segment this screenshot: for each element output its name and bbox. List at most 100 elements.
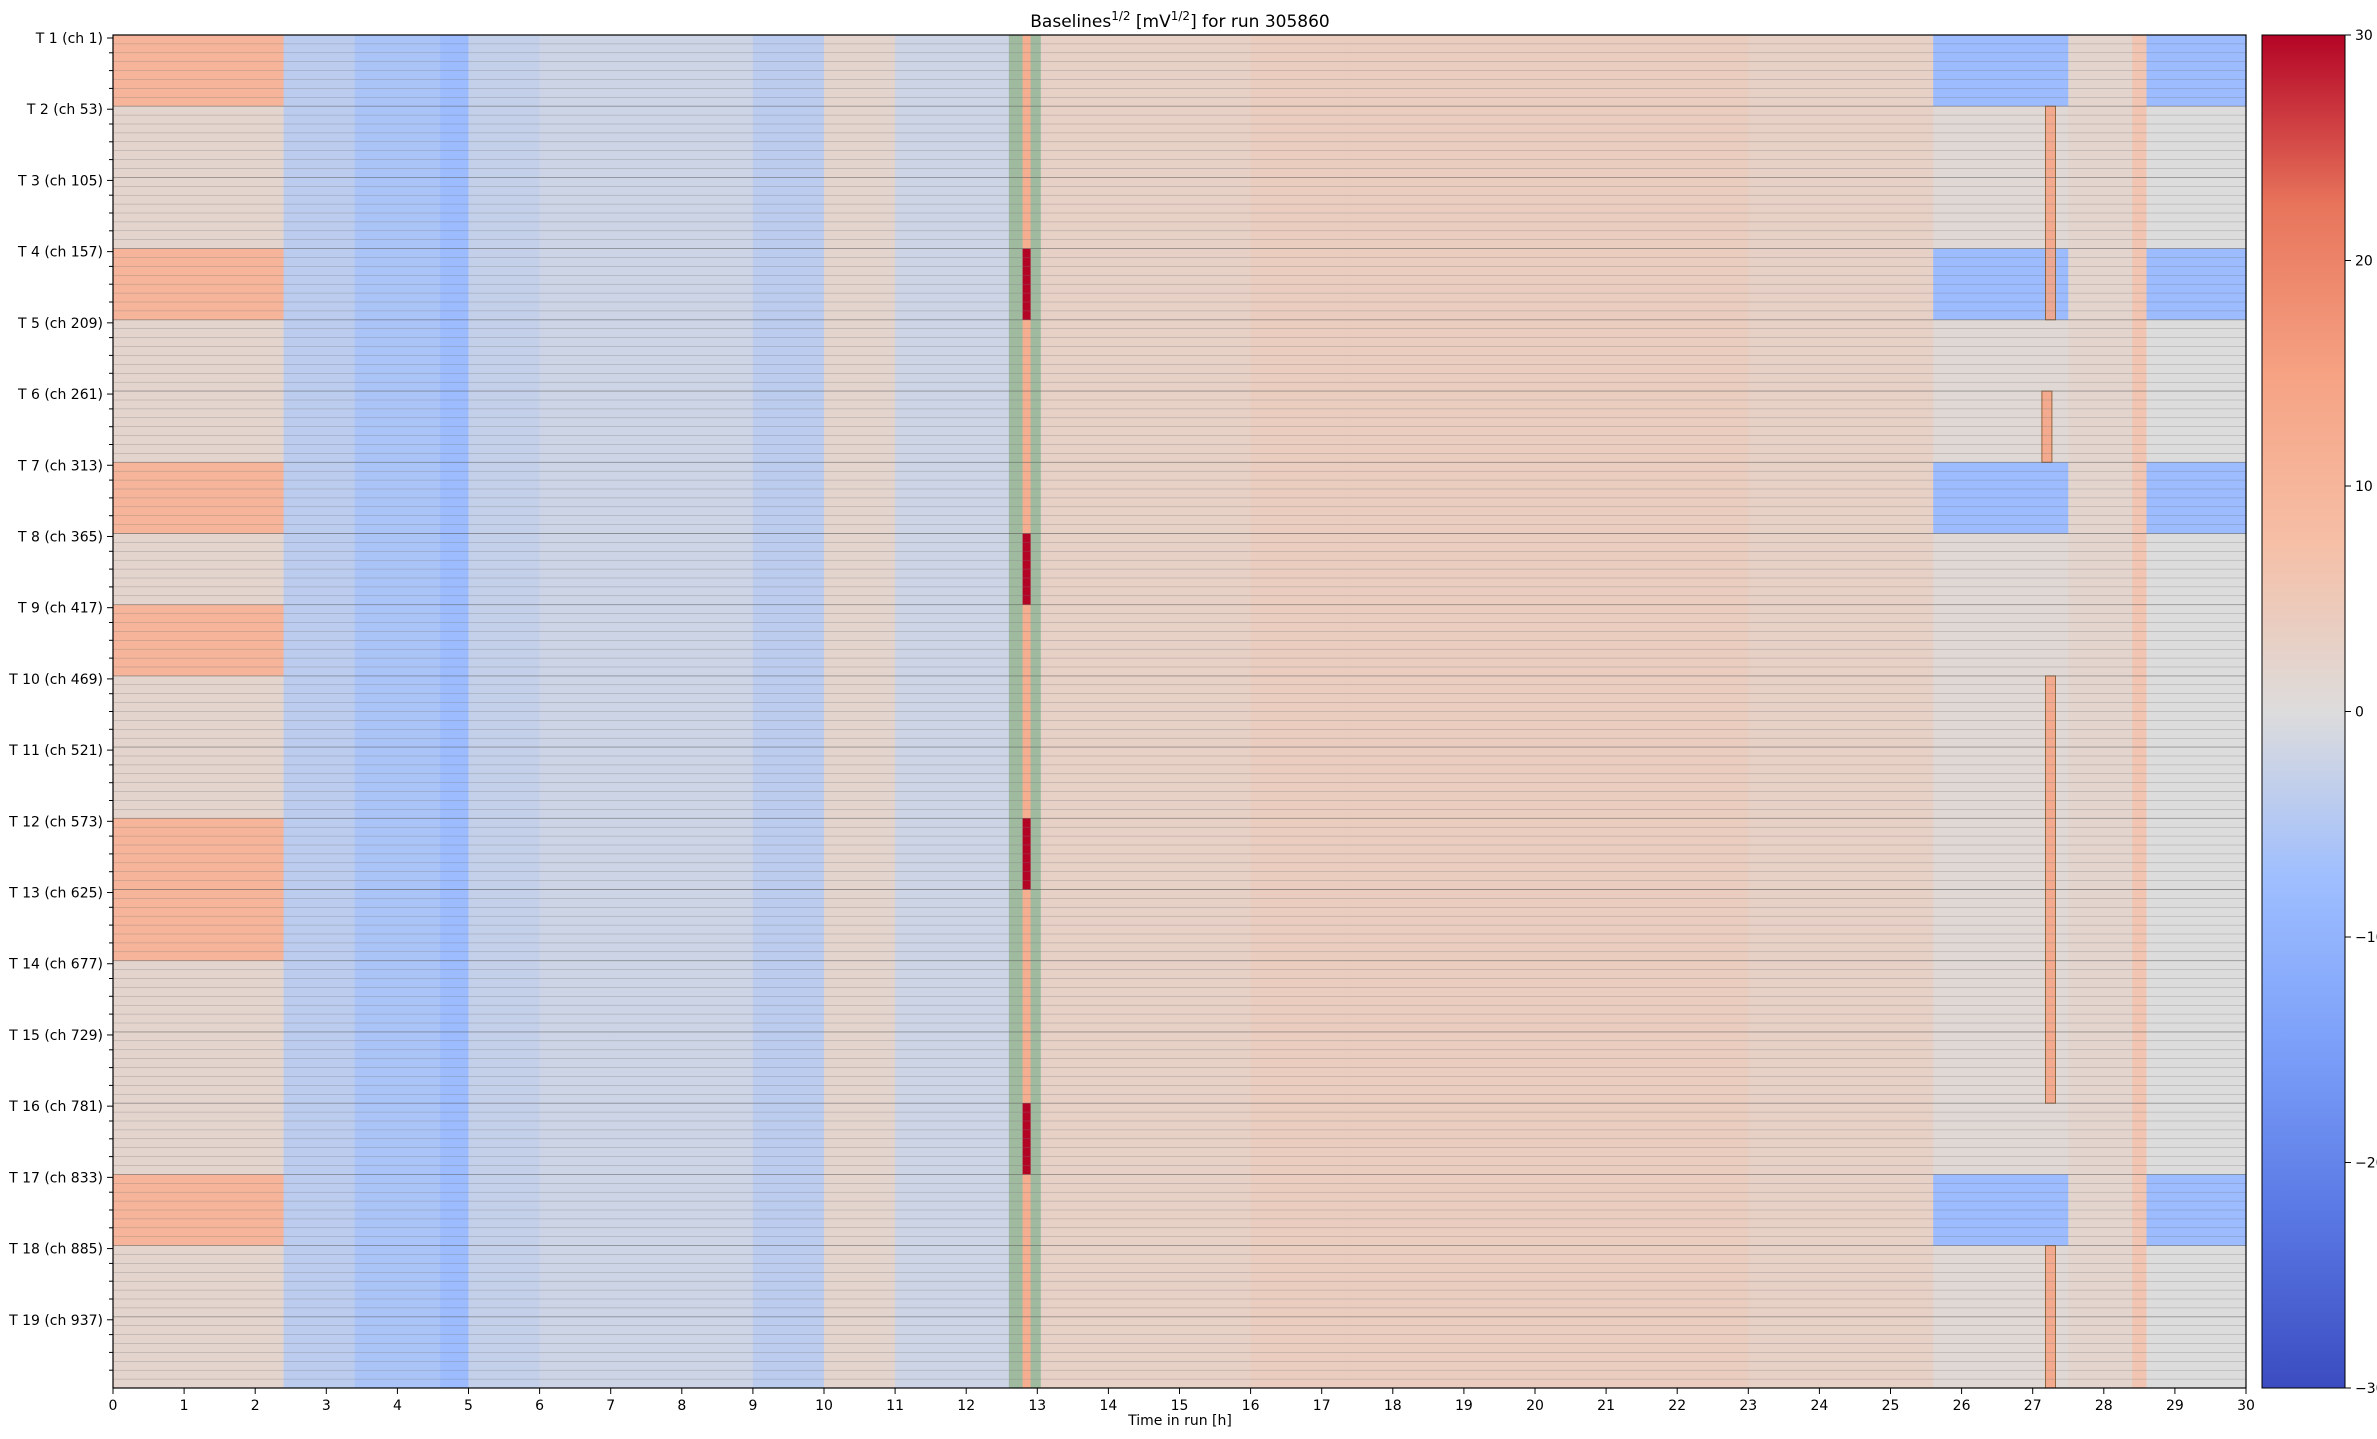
x-tick-label: 18 — [1384, 1398, 1402, 1414]
y-axis: T 1 (ch 1) T 2 (ch 53) T 3 (ch 105) T 4 (ch… — [8, 31, 113, 1371]
heatmap-cell — [1933, 604, 2069, 677]
y-tick-label: T 9 (ch 417) — [17, 601, 103, 617]
y-tick-label: T 1 (ch 1) — [35, 31, 103, 47]
x-tick-label: 30 — [2237, 1398, 2255, 1414]
y-tick-label: T 8 (ch 365) — [17, 529, 103, 545]
y-tick-label: T 12 (ch 573) — [8, 814, 103, 830]
heatmap-cell — [752, 960, 825, 1033]
x-tick-label: 26 — [1953, 1398, 1971, 1414]
heatmap-cell — [1040, 960, 1252, 1033]
colorbar-tick-label: 0 — [2355, 705, 2364, 721]
heatmap-cell — [610, 960, 754, 1033]
x-tick-label: 11 — [886, 1398, 904, 1414]
heatmap-cell — [354, 604, 441, 677]
x-tick-label: 1 — [180, 1398, 189, 1414]
y-tick-label: T 11 (ch 521) — [8, 743, 103, 759]
title-unit-superscript: 1/2 — [1171, 9, 1190, 23]
x-tick-label: 25 — [1882, 1398, 1900, 1414]
heatmap-cell — [468, 604, 541, 677]
heatmap-cell — [440, 604, 469, 677]
y-tick-label: T 14 (ch 677) — [8, 957, 103, 973]
x-tick-label: 3 — [322, 1398, 331, 1414]
x-tick-label: 29 — [2166, 1398, 2184, 1414]
heatmap-cells — [113, 35, 2247, 1389]
spike-cell — [1022, 604, 1031, 677]
x-tick-label: 27 — [2024, 1398, 2042, 1414]
heatmap-cell — [2068, 604, 2133, 677]
tower-gridlines — [113, 43, 2246, 1380]
heatmap-cell — [1748, 960, 1934, 1033]
x-tick-label: 0 — [109, 1398, 118, 1414]
y-tick-label: T 3 (ch 105) — [17, 173, 103, 189]
colorbar-tick-label: −30 — [2355, 1381, 2377, 1397]
heatmap-cell — [1350, 960, 1749, 1033]
colorbar — [2261, 34, 2346, 1389]
x-tick-label: 24 — [1810, 1398, 1828, 1414]
title-superscript: 1/2 — [1111, 9, 1130, 23]
x-tick-label: 4 — [393, 1398, 402, 1414]
colorbar-tick-label: 30 — [2355, 28, 2373, 44]
y-tick-label: T 6 (ch 261) — [17, 387, 103, 403]
heatmap-cell — [895, 960, 1010, 1033]
heatmap-cell — [824, 604, 896, 677]
heatmap-cell — [1250, 604, 1351, 677]
colorbar-ticks: 30 20 10 0 −10 −20 −30 — [2345, 28, 2377, 1397]
x-tick-label: 17 — [1313, 1398, 1331, 1414]
heatmap-cell — [2068, 960, 2133, 1033]
y-tick-label: T 16 (ch 781) — [8, 1099, 103, 1115]
title-suffix: ] for run 305860 — [1190, 12, 1330, 32]
heatmap-cell — [539, 604, 612, 677]
y-tick-label: T 17 (ch 833) — [8, 1170, 103, 1186]
y-tick-label: T 13 (ch 625) — [8, 886, 103, 902]
y-tick-label: T 18 (ch 885) — [8, 1242, 103, 1258]
x-axis: 0 1 2 3 4 5 6 7 8 9 10 11 12 13 14 15 16 17 18 19 20 21 22 23 24… — [109, 1388, 2255, 1414]
x-tick-label: 19 — [1455, 1398, 1473, 1414]
x-tick-label: 7 — [606, 1398, 615, 1414]
y-tick-label: T 2 (ch 53) — [26, 102, 103, 118]
heatmap-cell — [283, 604, 356, 677]
x-tick-label: 21 — [1597, 1398, 1615, 1414]
x-tick-label: 12 — [957, 1398, 975, 1414]
heatmap-cell — [610, 604, 754, 677]
chart-title: Baselines1/2 [mV1/2] for run 305860 — [1030, 9, 1329, 32]
heatmap-cell — [1350, 604, 1749, 677]
title-unit-open: [mV — [1131, 12, 1172, 32]
x-tick-label: 22 — [1668, 1398, 1686, 1414]
heatmap-cell — [895, 604, 1010, 677]
x-tick-label: 2 — [251, 1398, 260, 1414]
spike-cell — [1022, 960, 1031, 1033]
y-tick-label: T 5 (ch 209) — [17, 316, 103, 332]
colorbar-tick-label: 10 — [2355, 479, 2373, 495]
y-tick-label: T 10 (ch 469) — [8, 672, 103, 688]
colorbar-tick-label: 20 — [2355, 254, 2373, 270]
heatmap-cell — [752, 604, 825, 677]
y-tick-label: T 7 (ch 313) — [17, 458, 103, 474]
x-tick-label: 16 — [1242, 1398, 1260, 1414]
heatmap-cell — [539, 960, 612, 1033]
x-tick-label: 20 — [1526, 1398, 1544, 1414]
x-tick-label: 28 — [2095, 1398, 2113, 1414]
x-tick-label: 6 — [535, 1398, 544, 1414]
x-tick-label: 5 — [464, 1398, 473, 1414]
x-tick-label: 14 — [1099, 1398, 1117, 1414]
x-tick-label: 8 — [677, 1398, 686, 1414]
title-prefix: Baselines — [1030, 12, 1111, 32]
plot-frame — [112, 34, 2247, 1389]
heatmap-cell — [283, 960, 356, 1033]
heatmap-cell — [440, 960, 469, 1033]
heatmap-cell — [2132, 604, 2147, 677]
heatmap-cell — [354, 960, 441, 1033]
heatmap-cell — [824, 960, 896, 1033]
heatmap-cell — [468, 960, 541, 1033]
heatmap-cell — [2146, 960, 2247, 1033]
x-tick-label: 23 — [1739, 1398, 1757, 1414]
colorbar-tick-label: −20 — [2355, 1156, 2377, 1172]
heatmap-cell — [2146, 604, 2247, 677]
heatmap-cell — [113, 604, 285, 677]
heatmap-cell — [1748, 604, 1934, 677]
heatmap-cell — [1250, 960, 1351, 1033]
colorbar-tick-label: −10 — [2355, 930, 2377, 946]
x-axis-label: Time in run [h] — [1127, 1413, 1232, 1429]
